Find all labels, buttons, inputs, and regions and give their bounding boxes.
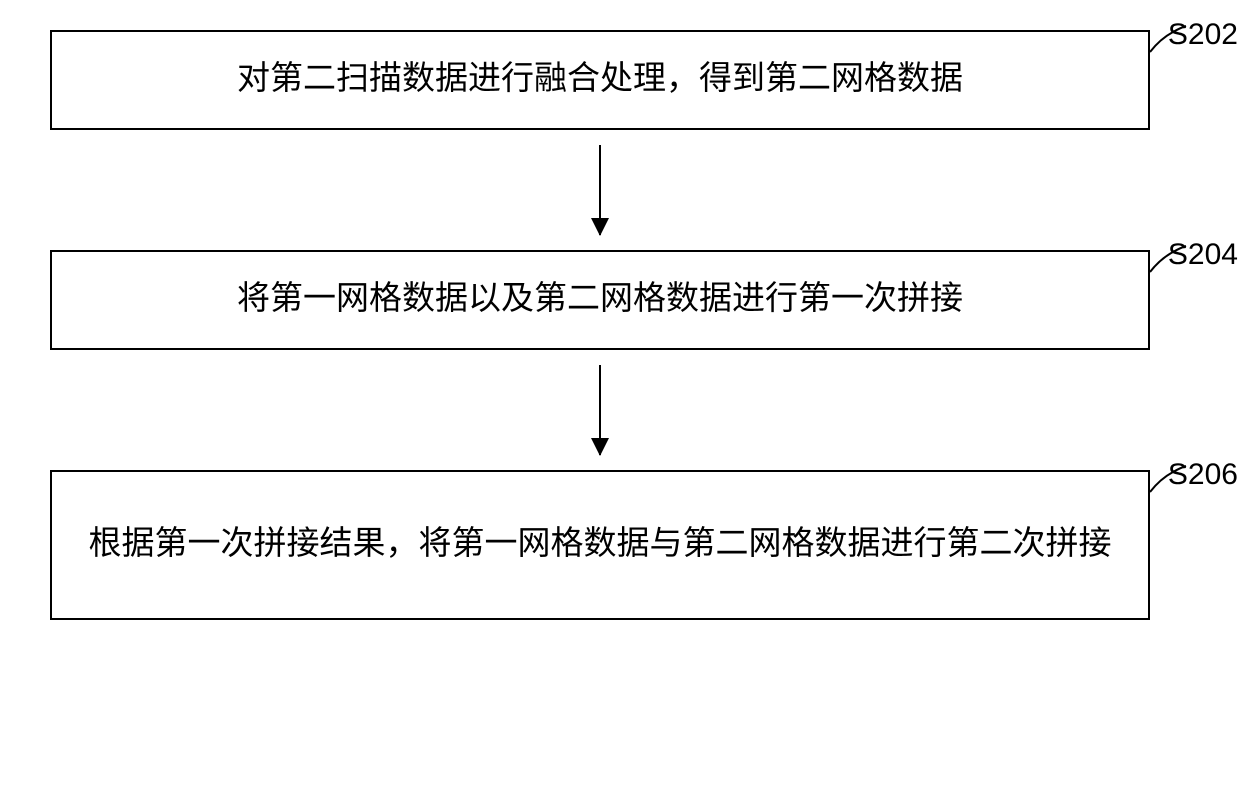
step-box-2: S204 将第一网格数据以及第二网格数据进行第一次拼接 [50, 250, 1150, 350]
step-text-1: 对第二扫描数据进行融合处理，得到第二网格数据 [237, 55, 963, 105]
step-box-1: S202 对第二扫描数据进行融合处理，得到第二网格数据 [50, 30, 1150, 130]
step-label-1: S202 [1168, 12, 1238, 57]
step-text-2: 将第一网格数据以及第二网格数据进行第一次拼接 [237, 275, 963, 325]
arrow-1 [50, 130, 1150, 250]
flowchart-container: S202 对第二扫描数据进行融合处理，得到第二网格数据 S204 将第一网格数据… [50, 30, 1150, 620]
arrow-2 [50, 350, 1150, 470]
step-label-3: S206 [1168, 452, 1238, 497]
step-box-3: S206 根据第一次拼接结果，将第一网格数据与第二网格数据进行第二次拼接 [50, 470, 1150, 620]
step-text-3: 根据第一次拼接结果，将第一网格数据与第二网格数据进行第二次拼接 [89, 520, 1112, 570]
step-label-2: S204 [1168, 232, 1238, 277]
